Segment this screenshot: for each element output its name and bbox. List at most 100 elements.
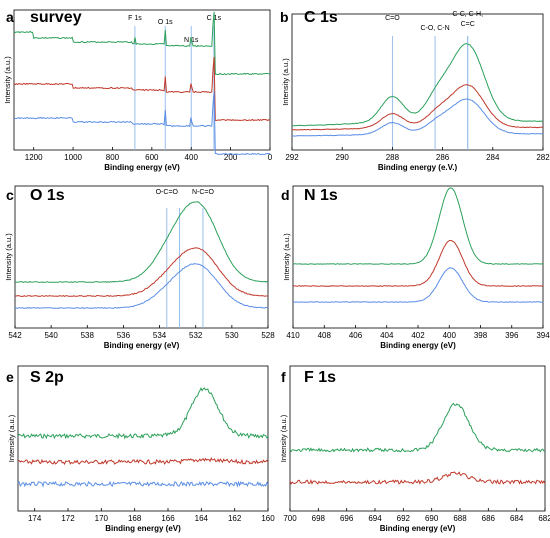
spectrum-series-1	[14, 201, 269, 283]
x-tick-label: 600	[145, 153, 159, 162]
reference-label: C=O	[385, 15, 400, 22]
spectrum-series-2	[289, 471, 546, 485]
spectrum-series-2	[13, 56, 271, 122]
panel-title: F 1s	[304, 369, 336, 386]
panel-letter: d	[281, 187, 290, 203]
x-tick-label: 284	[486, 153, 500, 162]
panel-f: f F 1s 700 698 696 694 692 690 688 686 684 682 Bindi…	[279, 365, 550, 533]
x-tick-label: 172	[61, 514, 75, 523]
x-tick-label: 166	[161, 514, 175, 523]
spectrum-series-2	[292, 239, 544, 287]
x-axis-label: Binding energy (eV)	[104, 341, 180, 350]
x-tick-label: 1200	[25, 153, 43, 162]
panel-letter: c	[6, 187, 14, 203]
panel-letter: b	[280, 9, 289, 25]
spectrum-series-1	[289, 402, 546, 453]
reference-label: C=C	[461, 21, 475, 28]
panel-letter: a	[6, 9, 14, 25]
x-axis-label: Binding energy (eV)	[380, 524, 456, 533]
panel-title: S 2p	[30, 369, 64, 386]
spectrum-series-2	[14, 247, 268, 298]
x-tick-label: 536	[117, 331, 131, 340]
x-tick-label: 400	[443, 331, 457, 340]
x-tick-label: 532	[189, 331, 203, 340]
x-tick-label: 394	[536, 331, 550, 340]
plot-frame	[14, 185, 269, 329]
x-tick-label: 404	[380, 331, 394, 340]
reference-label: O-C=O	[156, 189, 179, 196]
x-tick-label: 538	[81, 331, 95, 340]
reference-label: O 1s	[158, 19, 173, 26]
x-tick-label: 162	[228, 514, 242, 523]
plot-frame	[292, 185, 544, 329]
x-tick-label: 164	[195, 514, 209, 523]
reference-label: C-O, C-N	[420, 25, 449, 32]
y-axis-label: Intensity (a.u.)	[7, 414, 16, 462]
y-axis-label: Intensity (a.u.)	[281, 58, 290, 106]
x-tick-label: 694	[368, 514, 382, 523]
panel-e: e S 2p 174 172 170 168 166 164 162 160 Binding ene…	[6, 365, 275, 533]
x-tick-label: 290	[336, 153, 350, 162]
y-axis-label: Intensity (a.u.)	[4, 233, 13, 281]
spectrum-series-3	[14, 262, 269, 309]
x-tick-label: 408	[318, 331, 332, 340]
x-tick-label: 170	[95, 514, 109, 523]
x-tick-label: 682	[538, 514, 550, 523]
x-tick-label: 800	[106, 153, 120, 162]
x-tick-label: 534	[153, 331, 167, 340]
x-tick-label: 200	[224, 153, 238, 162]
y-axis-label: Intensity (a.u.)	[279, 414, 288, 462]
x-axis-label: Binding energy (eV)	[104, 163, 180, 172]
spectrum-series-2	[17, 457, 269, 466]
x-tick-label: 692	[397, 514, 411, 523]
spectrum-series-3	[17, 480, 269, 488]
x-tick-label: 400	[185, 153, 199, 162]
reference-label: F 1s	[128, 15, 142, 22]
x-tick-label: 160	[261, 514, 275, 523]
x-tick-label: 686	[482, 514, 496, 523]
x-tick-label: 0	[268, 153, 273, 162]
panel-title: O 1s	[30, 187, 65, 204]
x-tick-label: 402	[411, 331, 425, 340]
x-tick-label: 292	[285, 153, 299, 162]
x-tick-label: 540	[44, 331, 58, 340]
x-tick-label: 542	[8, 331, 22, 340]
spectrum-series-3	[292, 98, 544, 137]
x-tick-label: 398	[474, 331, 488, 340]
panel-letter: e	[6, 369, 14, 385]
spectrum-series-1	[292, 187, 544, 265]
x-axis-label: Binding energy (e.V.)	[378, 163, 458, 172]
x-tick-label: 690	[425, 514, 439, 523]
y-axis-label: Intensity (a.u.)	[282, 233, 291, 281]
x-tick-label: 410	[286, 331, 300, 340]
spectrum-series-3	[13, 91, 271, 156]
x-tick-label: 684	[510, 514, 524, 523]
x-tick-label: 688	[453, 514, 467, 523]
plot-frame	[291, 13, 544, 151]
x-tick-label: 696	[340, 514, 354, 523]
reference-label: C-C, C-H,	[452, 11, 483, 18]
x-tick-label: 528	[261, 331, 275, 340]
plot-frame	[17, 365, 269, 512]
x-tick-label: 406	[349, 331, 363, 340]
spectrum-series-1	[17, 387, 269, 440]
x-tick-label: 174	[28, 514, 42, 523]
spectrum-series-3	[292, 267, 543, 303]
x-tick-label: 698	[312, 514, 326, 523]
x-tick-label: 282	[536, 153, 550, 162]
x-tick-label: 286	[436, 153, 450, 162]
reference-label: N-C=O	[192, 189, 215, 196]
panel-title: N 1s	[304, 187, 338, 204]
panel-d: d N 1s 410 408 406 404 402 400 398 396 394 Binding …	[281, 185, 550, 350]
x-axis-label: Binding energy (eV)	[380, 341, 456, 350]
panel-title: C 1s	[304, 9, 338, 26]
spectrum-series-1	[291, 43, 544, 127]
panel-letter: f	[281, 369, 286, 385]
x-tick-label: 168	[128, 514, 142, 523]
x-tick-label: 530	[225, 331, 239, 340]
x-tick-label: 1000	[64, 153, 82, 162]
panel-title: survey	[30, 9, 82, 26]
x-tick-label: 396	[505, 331, 519, 340]
